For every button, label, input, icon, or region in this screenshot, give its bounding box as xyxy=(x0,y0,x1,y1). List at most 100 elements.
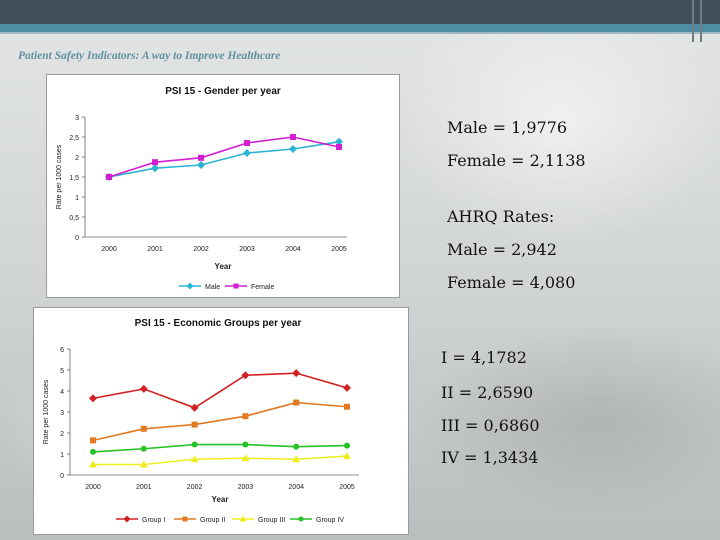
data-point xyxy=(293,399,300,406)
series-male xyxy=(105,137,343,181)
stat-group-i: I = 4,1782 xyxy=(441,348,527,367)
legend-item: Group I xyxy=(116,515,165,524)
x-tick-label: 2001 xyxy=(136,484,152,491)
data-point xyxy=(190,403,199,412)
y-tick-label: 5 xyxy=(60,368,64,375)
legend-item: Group IV xyxy=(290,516,344,524)
series-female xyxy=(106,134,342,180)
y-tick-label: 1 xyxy=(75,195,79,202)
x-tick-label: 2002 xyxy=(187,484,203,491)
data-point xyxy=(106,174,112,180)
economic-stats: I = 4,1782 II = 2,6590 III = 0,6860 IV =… xyxy=(441,348,701,478)
series-group-ii xyxy=(90,399,350,444)
economic-chart: PSI 15 - Economic Groups per year 0 1 2 3 4 5 6… xyxy=(43,318,359,524)
data-point xyxy=(89,394,97,403)
legend-label: Group I xyxy=(142,517,165,524)
stat-ahrq-female: Female = 4,080 xyxy=(447,273,576,292)
series-group-iv xyxy=(90,441,350,455)
data-point xyxy=(139,460,148,468)
data-point xyxy=(186,282,194,290)
series-line xyxy=(92,401,348,442)
header-accent-stripe xyxy=(0,24,720,32)
data-point xyxy=(292,455,301,463)
chart-title: PSI 15 - Gender per year xyxy=(165,86,281,97)
x-tick-label: 2003 xyxy=(239,246,255,253)
data-point xyxy=(344,403,350,410)
data-point xyxy=(89,460,97,468)
data-point xyxy=(191,441,198,448)
header-corner-line xyxy=(692,0,694,42)
x-tick-label: 2005 xyxy=(339,484,355,491)
x-tick-label: 2004 xyxy=(288,484,304,491)
data-point xyxy=(139,384,148,393)
stat-ahrq-heading: AHRQ Rates: xyxy=(447,207,555,226)
header-corner-line xyxy=(700,0,702,42)
data-point xyxy=(140,445,147,452)
y-tick-label: 4 xyxy=(60,389,64,396)
stat-group-ii: II = 2,6590 xyxy=(441,383,534,402)
data-point xyxy=(239,515,247,522)
legend-item: Female xyxy=(225,283,274,291)
series-line xyxy=(92,372,348,409)
data-point xyxy=(190,455,199,463)
data-point xyxy=(241,371,250,380)
y-axis-label: Rate per 1000 cases xyxy=(56,144,63,209)
data-point xyxy=(243,149,251,157)
data-point xyxy=(241,454,250,462)
data-point xyxy=(343,452,351,460)
y-tick-label: 0 xyxy=(75,235,79,242)
y-tick-label: 1,5 xyxy=(69,175,79,182)
y-tick-label: 3 xyxy=(60,410,64,417)
stat-female: Female = 2,1138 xyxy=(447,151,586,170)
y-tick-label: 3 xyxy=(75,115,79,122)
data-point xyxy=(289,145,297,153)
y-tick-label: 0 xyxy=(60,473,64,480)
x-tick-label: 2001 xyxy=(147,246,163,253)
header-bar xyxy=(0,0,720,24)
data-point xyxy=(197,161,205,169)
stat-ahrq-male: Male = 2,942 xyxy=(447,240,557,259)
gender-stats: Male = 1,9776 Female = 2,1138 AHRQ Rates… xyxy=(447,118,707,298)
gender-chart: PSI 15 - Gender per year 0 0,5 1 1,5 2 2,5 3 200… xyxy=(56,86,347,291)
data-point xyxy=(298,516,304,522)
header-divider xyxy=(0,32,720,34)
y-tick-label: 2,5 xyxy=(69,135,79,142)
data-point xyxy=(90,448,96,455)
y-axis-label: Rate per 1000 cases xyxy=(43,379,50,444)
data-point xyxy=(344,442,350,449)
series-line xyxy=(92,443,348,453)
data-point xyxy=(140,425,147,432)
y-tick-label: 2 xyxy=(75,155,79,162)
x-tick-label: 2003 xyxy=(238,484,254,491)
legend-label: Group III xyxy=(258,517,285,524)
y-tick-label: 0,5 xyxy=(69,215,79,222)
data-point xyxy=(151,164,159,173)
y-tick-label: 1 xyxy=(60,452,64,459)
data-point xyxy=(191,421,198,428)
legend-item: Group II xyxy=(174,516,225,524)
slide-subtitle: Patient Safety Indicators: A way to Impr… xyxy=(18,50,281,62)
data-point xyxy=(242,413,249,420)
data-point xyxy=(233,283,239,289)
legend-item: Male xyxy=(179,282,220,291)
x-axis-label: Year xyxy=(215,262,232,271)
y-tick-label: 6 xyxy=(60,347,64,354)
stat-male: Male = 1,9776 xyxy=(447,118,568,137)
data-point xyxy=(198,154,204,161)
x-tick-label: 2002 xyxy=(193,246,209,253)
x-tick-label: 2004 xyxy=(285,246,301,253)
legend-item: Group III xyxy=(232,515,285,524)
x-tick-label: 2000 xyxy=(101,246,117,253)
series-line xyxy=(93,455,348,466)
gender-chart-panel: PSI 15 - Gender per year 0 0,5 1 1,5 2 2,5 3 200… xyxy=(46,74,400,298)
data-point xyxy=(343,383,351,392)
data-point xyxy=(335,137,343,146)
legend-label: Male xyxy=(205,284,220,291)
data-point xyxy=(244,140,250,146)
x-tick-label: 2000 xyxy=(85,484,101,491)
legend-label: Group IV xyxy=(316,517,344,524)
stat-group-iii: III = 0,6860 xyxy=(441,416,540,435)
data-point xyxy=(242,441,249,448)
series-line xyxy=(108,136,340,178)
chart-title: PSI 15 - Economic Groups per year xyxy=(135,318,302,329)
